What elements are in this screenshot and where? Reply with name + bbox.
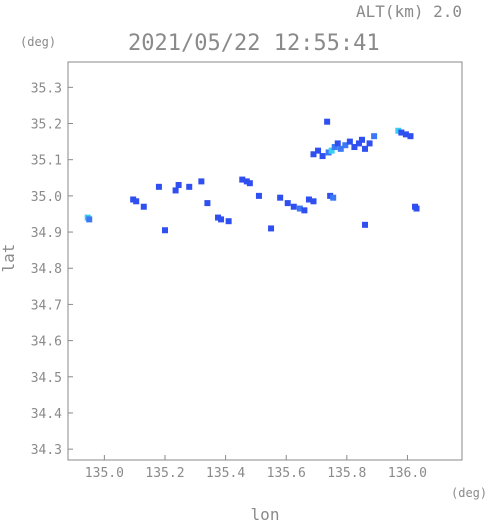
- echo-point: [204, 200, 211, 207]
- echo-point: [325, 149, 332, 156]
- echo-point: [346, 138, 353, 145]
- echo-point: [301, 207, 308, 214]
- echo-point: [186, 183, 193, 190]
- echo-point: [315, 147, 322, 154]
- echo-point: [371, 133, 378, 140]
- x-tick-label: 135.4: [206, 466, 245, 481]
- echo-point: [175, 182, 182, 189]
- echo-point: [310, 198, 317, 205]
- chart-title: 2021/05/22 12:55:41: [128, 31, 380, 56]
- echo-point: [342, 142, 349, 149]
- echo-point: [246, 180, 253, 187]
- echo-point: [366, 140, 373, 147]
- chart-subtitle: ALT(km) 2.0: [356, 2, 462, 21]
- y-tick-label: 34.8: [31, 262, 62, 277]
- x-tick-label: 135.2: [145, 466, 184, 481]
- y-tick-label: 34.9: [31, 226, 62, 241]
- y-tick-label: 35.1: [31, 154, 62, 169]
- echo-point: [324, 118, 331, 125]
- x-unit-label: (deg): [451, 486, 487, 500]
- echo-point: [330, 194, 337, 201]
- echo-point: [290, 203, 297, 210]
- echo-point: [130, 196, 137, 203]
- echo-point: [402, 131, 409, 138]
- echo-point: [310, 151, 317, 158]
- plot-frame: [67, 61, 463, 461]
- y-tick-label: 34.3: [31, 443, 62, 458]
- y-tick-label: 34.6: [31, 335, 62, 350]
- echo-point: [351, 144, 358, 151]
- x-tick-label: 135.6: [267, 466, 306, 481]
- echo-point: [161, 227, 168, 234]
- echo-point: [395, 127, 402, 134]
- echo-point: [319, 153, 326, 160]
- echo-point: [331, 144, 338, 151]
- y-tick-label: 34.7: [31, 298, 62, 313]
- y-tick-label: 35.0: [31, 190, 62, 205]
- y-axis-label: lat: [0, 244, 18, 273]
- echo-point: [218, 216, 225, 223]
- echo-point: [243, 178, 250, 185]
- x-tick-label: 135.0: [85, 466, 124, 481]
- echo-point: [398, 129, 405, 136]
- echo-point: [86, 216, 93, 223]
- echo-point: [407, 133, 414, 140]
- y-ticks: 34.3 34.4 34.5 34.6 34.7 34.8 34.9 35.0 35.1 35.2…: [31, 81, 73, 458]
- y-tick-label: 34.5: [31, 371, 62, 386]
- x-ticks: 135.0 135.2 135.4 135.6 135.8 136.0: [85, 455, 427, 481]
- echo-point: [225, 218, 232, 225]
- echo-point: [327, 192, 334, 199]
- echo-point: [358, 136, 365, 143]
- y-unit-label: (deg): [20, 35, 56, 49]
- x-tick-label: 136.0: [388, 466, 427, 481]
- echo-point: [362, 221, 369, 228]
- echo-point: [172, 187, 179, 194]
- echo-point: [334, 140, 341, 147]
- x-tick-label: 135.8: [327, 466, 366, 481]
- echo-point: [328, 147, 335, 154]
- x-axis-label: lon: [251, 505, 280, 521]
- y-tick-label: 35.2: [31, 118, 62, 133]
- echo-point: [305, 196, 312, 203]
- echo-point: [337, 145, 344, 152]
- y-tick-label: 35.3: [31, 81, 62, 96]
- y-tick-label: 34.4: [31, 407, 62, 422]
- echo-point: [362, 145, 369, 152]
- echo-point: [155, 183, 162, 190]
- echo-point: [239, 176, 246, 183]
- echo-point: [284, 200, 291, 207]
- echo-points: [84, 118, 420, 234]
- echo-point: [198, 178, 205, 185]
- echo-point: [355, 140, 362, 147]
- echo-point: [215, 214, 222, 221]
- echo-point: [255, 192, 262, 199]
- echo-point: [140, 203, 147, 210]
- echo-point: [133, 198, 140, 205]
- echo-point: [413, 205, 420, 212]
- echo-point: [268, 225, 275, 232]
- echo-point: [296, 205, 303, 212]
- echo-point: [277, 194, 284, 201]
